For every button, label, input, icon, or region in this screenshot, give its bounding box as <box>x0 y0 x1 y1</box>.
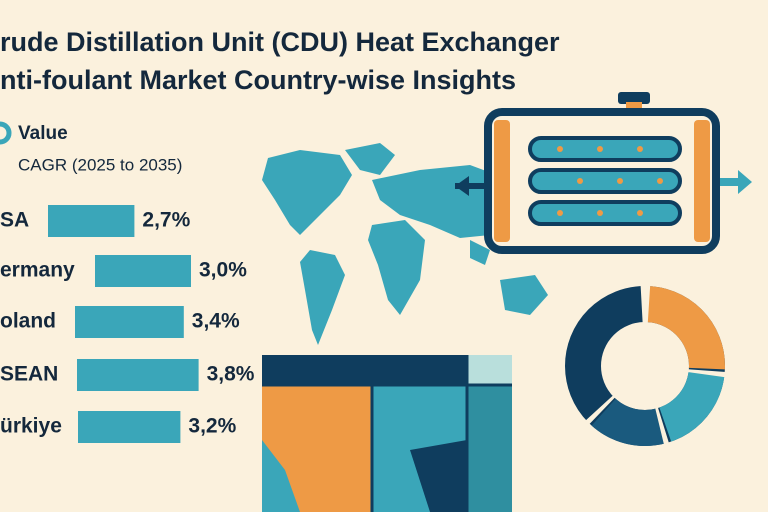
category-label: ürkiye <box>0 415 62 438</box>
bar <box>78 411 181 443</box>
legend-label: CAGR (2025 to 2035) <box>18 155 182 174</box>
category-label: oland <box>0 310 56 333</box>
title-line: nti-foulant Market Country-wise Insights <box>0 65 516 95</box>
bar <box>95 255 191 287</box>
heat-exchanger <box>455 92 752 254</box>
category-label: SA <box>0 209 29 232</box>
value-label: 2,7% <box>142 209 190 232</box>
world-map <box>262 143 548 345</box>
bar <box>77 359 199 391</box>
category-label: ermany <box>0 259 75 282</box>
donut <box>564 285 726 447</box>
legend-label: Value <box>18 123 68 144</box>
legend-icon <box>0 121 12 145</box>
region-map <box>262 355 512 512</box>
value-label: 3,2% <box>188 415 236 438</box>
value-label: 3,0% <box>199 259 247 282</box>
value-label: 3,4% <box>192 310 240 333</box>
bar <box>75 306 184 338</box>
value-label: 3,8% <box>207 363 255 386</box>
bar <box>48 205 135 237</box>
category-label: SEAN <box>0 363 58 386</box>
title-line: rude Distillation Unit (CDU) Heat Exchan… <box>0 27 560 57</box>
